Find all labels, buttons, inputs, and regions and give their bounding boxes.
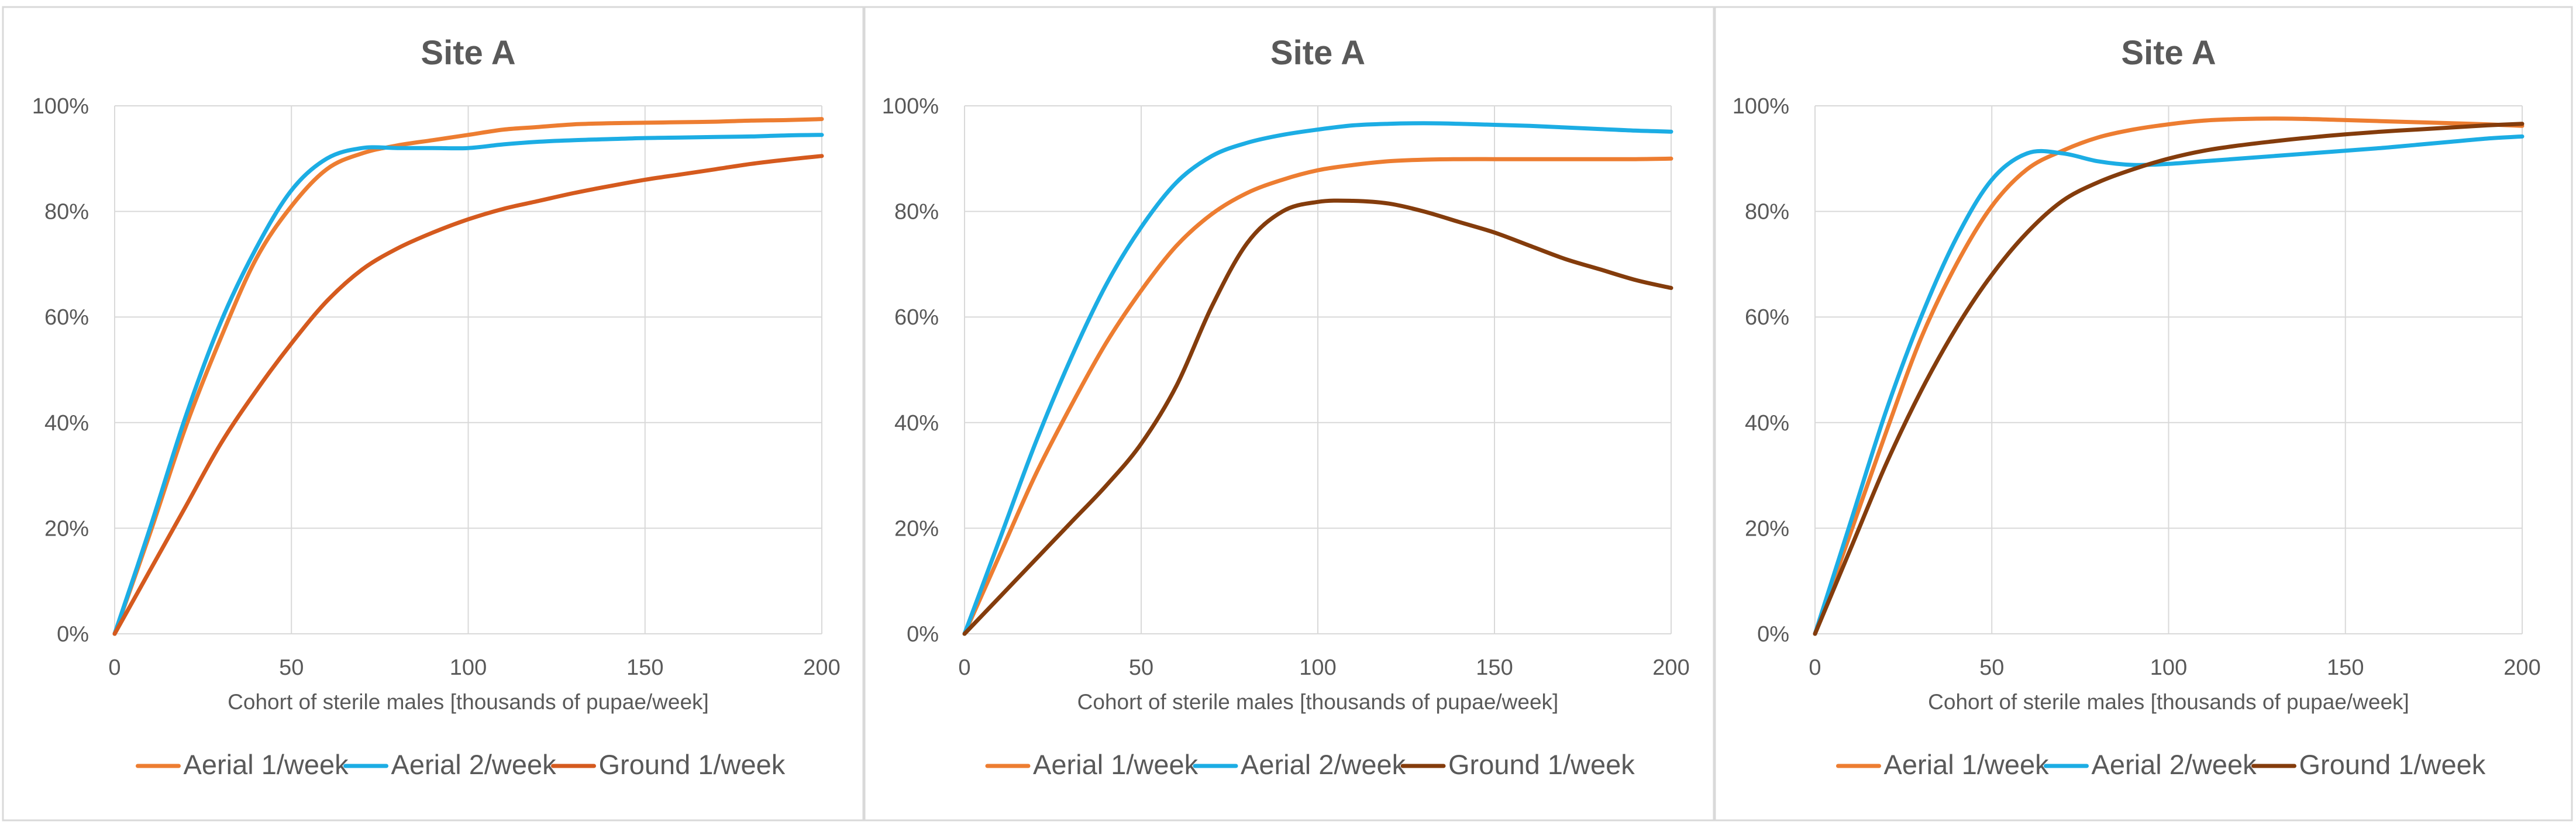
legend-entry: Aerial 1/week bbox=[985, 749, 1199, 780]
x-tick-label: 150 bbox=[1476, 655, 1513, 680]
chart-panel-1: Site A 0 50 100 150 200 0% 20% 40% 60% 80% 100% Coho… bbox=[2, 6, 865, 821]
y-tick-label: 60% bbox=[894, 305, 939, 330]
legend-entry: Aerial 2/week bbox=[2044, 749, 2257, 780]
x-tick-label: 150 bbox=[2327, 655, 2364, 680]
legend-entry: Ground 1/week bbox=[551, 749, 786, 780]
x-tick-label: 100 bbox=[1299, 655, 1336, 680]
x-axis-label: Cohort of sterile males [thousands of pu… bbox=[1928, 690, 2409, 714]
legend-entry: Aerial 2/week bbox=[1193, 749, 1406, 780]
x-tick-label: 0 bbox=[108, 655, 120, 680]
y-tick-label: 100% bbox=[32, 94, 89, 119]
y-tick-label: 0% bbox=[57, 622, 89, 647]
y-tick-label: 80% bbox=[44, 200, 89, 225]
chart-panel-2: Site A 0 50 100 150 200 0% 20% 40% 60% 80% 100% Coho… bbox=[863, 6, 1715, 821]
y-tick-label: 60% bbox=[44, 305, 89, 330]
x-tick-label: 0 bbox=[958, 655, 970, 680]
x-tick-label: 50 bbox=[1979, 655, 2004, 680]
y-tick-label: 100% bbox=[1733, 94, 1789, 119]
series-line-3 bbox=[112, 154, 824, 636]
y-tick-label: 40% bbox=[1745, 411, 1789, 436]
y-tick-label: 20% bbox=[44, 516, 89, 541]
x-axis-label: Cohort of sterile males [thousands of pu… bbox=[1077, 690, 1559, 714]
series-line-2 bbox=[962, 121, 1673, 636]
y-tick-label: 0% bbox=[907, 622, 939, 647]
y-tick-label: 40% bbox=[44, 411, 89, 436]
y-tick-label: 80% bbox=[894, 200, 939, 225]
chart-title: Site A bbox=[421, 34, 515, 72]
series-line-3 bbox=[962, 198, 1673, 636]
legend-label: Aerial 1/week bbox=[184, 749, 349, 780]
y-tick-label: 0% bbox=[1757, 622, 1789, 647]
y-tick-label: 80% bbox=[1745, 200, 1789, 225]
y-tick-label: 60% bbox=[1745, 305, 1789, 330]
y-tick-label: 100% bbox=[882, 94, 939, 119]
legend-entry: Ground 1/week bbox=[1400, 749, 1635, 780]
x-tick-label: 100 bbox=[2150, 655, 2187, 680]
chart-border bbox=[863, 6, 1715, 821]
legend-entry: Ground 1/week bbox=[2251, 749, 2486, 780]
y-tick-label: 20% bbox=[894, 516, 939, 541]
chart-title: Site A bbox=[1270, 34, 1365, 72]
series-line-1 bbox=[962, 156, 1673, 636]
x-tick-label: 200 bbox=[2503, 655, 2540, 680]
x-tick-label: 200 bbox=[1652, 655, 1689, 680]
legend-entry: Aerial 1/week bbox=[136, 749, 349, 780]
series-line-2 bbox=[1813, 134, 2525, 636]
legend-label: Ground 1/week bbox=[599, 749, 786, 780]
legend-label: Ground 1/week bbox=[1448, 749, 1635, 780]
legend-label: Aerial 2/week bbox=[1241, 749, 1406, 780]
y-tick-label: 40% bbox=[894, 411, 939, 436]
legend-label: Aerial 1/week bbox=[1033, 749, 1199, 780]
x-tick-label: 100 bbox=[450, 655, 487, 680]
x-tick-label: 0 bbox=[1809, 655, 1821, 680]
x-tick-label: 50 bbox=[1129, 655, 1153, 680]
series-line-3 bbox=[1813, 122, 2525, 636]
legend-label: Aerial 2/week bbox=[391, 749, 557, 780]
legend-entry: Aerial 2/week bbox=[343, 749, 557, 780]
legend-label: Aerial 2/week bbox=[2092, 749, 2257, 780]
legend-entry: Aerial 1/week bbox=[1836, 749, 2050, 780]
series-line-2 bbox=[112, 133, 824, 636]
x-tick-label: 200 bbox=[803, 655, 840, 680]
legend-label: Ground 1/week bbox=[2299, 749, 2486, 780]
y-tick-label: 20% bbox=[1745, 516, 1789, 541]
legend-label: Aerial 1/week bbox=[1884, 749, 2050, 780]
x-tick-label: 50 bbox=[279, 655, 304, 680]
chart-border bbox=[2, 6, 865, 821]
chart-title: Site A bbox=[2121, 34, 2216, 72]
x-axis-label: Cohort of sterile males [thousands of pu… bbox=[228, 690, 709, 714]
series-line-1 bbox=[112, 117, 824, 636]
series-line-1 bbox=[1813, 116, 2525, 636]
x-tick-label: 150 bbox=[626, 655, 663, 680]
chart-panel-3: Site A 0 50 100 150 200 0% 20% 40% 60% 80% 100% Coho… bbox=[1714, 6, 2573, 821]
